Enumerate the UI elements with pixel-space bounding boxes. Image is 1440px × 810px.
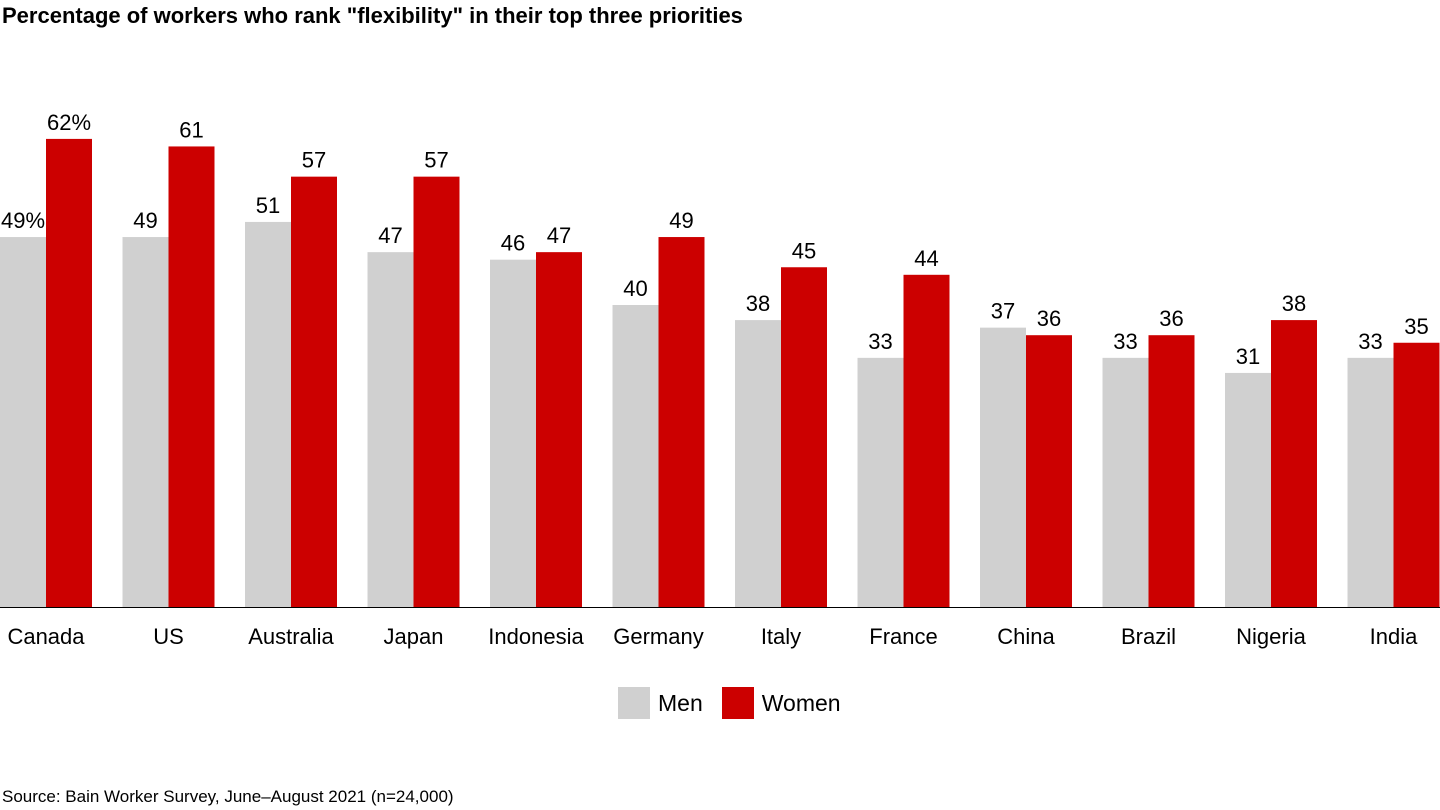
x-tick-label-japan: Japan — [384, 624, 444, 649]
data-label-women-germany: 49 — [669, 208, 693, 233]
legend-label-women: Women — [761, 689, 841, 716]
bar-chart: 49% 62% Canada 49 61 US 51 57 Australia 47 57 Japan… — [0, 110, 1440, 649]
x-tick-label-india: India — [1370, 624, 1418, 649]
bar-women-brazil — [1148, 335, 1195, 607]
bar-women-italy — [781, 267, 827, 607]
x-tick-label-germany: Germany — [613, 624, 703, 649]
data-label-men-australia: 51 — [256, 193, 280, 218]
bar-men-france — [857, 357, 904, 607]
x-tick-label-australia: Australia — [248, 624, 334, 649]
data-label-women-brazil: 36 — [1159, 306, 1183, 331]
bar-men-us — [122, 237, 169, 608]
bar-men-india — [1347, 357, 1394, 607]
bar-women-indonesia — [536, 252, 582, 607]
data-label-women-italy: 45 — [792, 238, 816, 263]
x-tick-label-china: China — [997, 624, 1055, 649]
data-label-women-india: 35 — [1404, 314, 1428, 339]
bar-men-nigeria — [1225, 372, 1271, 607]
data-label-men-indonesia: 46 — [501, 231, 525, 256]
legend-label-men: Men — [658, 689, 703, 716]
data-label-women-france: 44 — [914, 246, 938, 271]
bar-women-china — [1026, 335, 1072, 607]
source-note: Source: Bain Worker Survey, June–August … — [2, 787, 454, 806]
legend-item-men: Men — [618, 687, 703, 719]
bar-women-canada — [46, 138, 92, 607]
data-label-men-germany: 40 — [623, 276, 647, 301]
data-label-men-brazil: 33 — [1113, 329, 1137, 354]
bar-men-indonesia — [490, 259, 536, 607]
x-tick-label-indonesia: Indonesia — [488, 624, 584, 649]
bar-women-germany — [658, 237, 705, 608]
data-label-women-indonesia: 47 — [547, 223, 571, 248]
bar-women-france — [903, 274, 950, 607]
data-label-men-india: 33 — [1358, 329, 1382, 354]
data-label-men-china: 37 — [991, 299, 1015, 324]
bar-women-japan — [413, 176, 460, 607]
chart-title: Percentage of workers who rank "flexibil… — [2, 3, 743, 28]
legend-swatch-women — [721, 687, 754, 719]
x-tick-label-france: France — [869, 624, 937, 649]
bar-men-italy — [735, 320, 781, 607]
data-label-men-canada: 49% — [1, 208, 45, 233]
data-label-men-us: 49 — [133, 208, 157, 233]
bar-men-australia — [245, 221, 291, 607]
bar-women-us — [168, 146, 215, 607]
x-tick-label-us: US — [153, 624, 184, 649]
data-label-men-nigeria: 31 — [1236, 344, 1260, 369]
legend-item-women: Women — [721, 687, 841, 719]
data-label-women-us: 61 — [179, 117, 203, 142]
data-label-women-nigeria: 38 — [1282, 291, 1306, 316]
data-label-women-japan: 57 — [424, 148, 448, 173]
bar-men-canada — [0, 237, 46, 608]
data-label-women-canada: 62% — [47, 110, 91, 135]
bar-women-india — [1393, 342, 1440, 607]
x-tick-label-brazil: Brazil — [1121, 624, 1176, 649]
bar-men-china — [980, 327, 1026, 607]
bar-women-nigeria — [1271, 320, 1317, 607]
x-tick-label-canada: Canada — [7, 624, 85, 649]
data-label-women-china: 36 — [1037, 306, 1061, 331]
legend: Men Women — [618, 686, 860, 720]
data-label-women-australia: 57 — [302, 148, 326, 173]
data-label-men-france: 33 — [868, 329, 892, 354]
bar-women-australia — [291, 176, 337, 607]
x-tick-label-italy: Italy — [761, 624, 801, 649]
bar-men-brazil — [1102, 357, 1149, 607]
bar-men-japan — [367, 252, 414, 607]
data-label-men-italy: 38 — [746, 291, 770, 316]
x-tick-label-nigeria: Nigeria — [1236, 624, 1306, 649]
legend-swatch-men — [618, 687, 650, 719]
bar-men-germany — [612, 305, 659, 607]
data-label-men-japan: 47 — [378, 223, 402, 248]
